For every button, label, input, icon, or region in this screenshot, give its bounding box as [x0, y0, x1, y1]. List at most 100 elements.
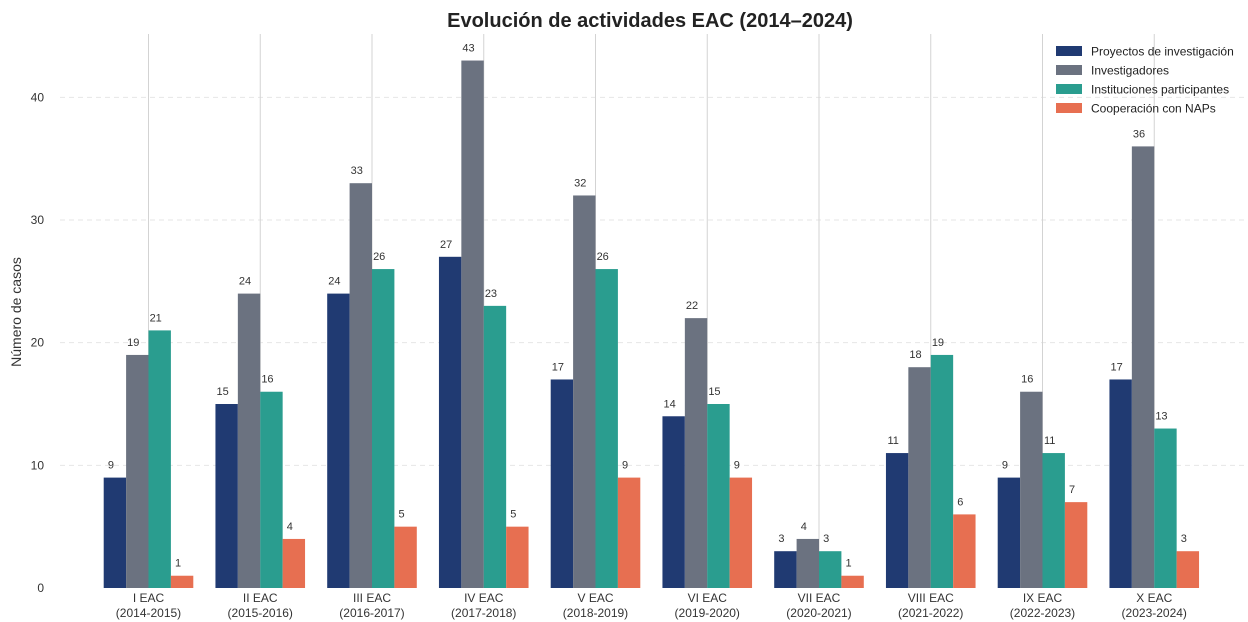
data-label: 1 [846, 558, 852, 570]
legend-label: Instituciones participantes [1091, 83, 1229, 97]
data-label: 14 [664, 398, 676, 410]
bar [997, 477, 1021, 588]
data-label: 4 [801, 521, 807, 533]
bar [327, 293, 350, 588]
bar [729, 477, 753, 588]
bar [126, 354, 149, 588]
data-label: 27 [440, 239, 452, 251]
x-tick-label: (2020-2021) [786, 606, 851, 620]
data-label: 9 [734, 460, 740, 472]
bar [1154, 428, 1177, 588]
bar [438, 256, 462, 588]
data-label: 24 [328, 276, 340, 288]
bar [617, 477, 641, 588]
data-label: 6 [957, 496, 963, 508]
y-tick-label: 20 [31, 336, 45, 350]
data-label: 3 [823, 533, 829, 545]
data-label: 5 [399, 509, 405, 521]
bar [282, 538, 306, 588]
data-label: 36 [1133, 128, 1145, 140]
x-tick-label: I EAC [133, 591, 165, 605]
bar [595, 269, 618, 588]
legend-swatch [1056, 65, 1082, 75]
x-tick-label: IX EAC [1023, 591, 1063, 605]
data-label: 22 [686, 300, 698, 312]
bar [237, 293, 261, 588]
bar [103, 477, 127, 588]
bar [506, 526, 529, 588]
x-tick-label: (2023-2024) [1122, 606, 1187, 620]
bar [885, 453, 909, 588]
x-tick-label: II EAC [243, 591, 278, 605]
data-label: 19 [127, 337, 139, 349]
data-label: 9 [108, 460, 114, 472]
data-label: 15 [708, 386, 720, 398]
data-label: 13 [1155, 411, 1167, 423]
data-label: 7 [1069, 484, 1075, 496]
y-tick-label: 30 [31, 213, 45, 227]
x-tick-label: VIII EAC [908, 591, 954, 605]
data-label: 11 [1044, 435, 1055, 447]
data-label: 18 [909, 349, 921, 361]
x-tick-label: (2014-2015) [116, 606, 181, 620]
data-label: 15 [217, 386, 229, 398]
bar [148, 330, 171, 588]
x-tick-label: (2016-2017) [339, 606, 404, 620]
data-label: 33 [351, 165, 363, 177]
bar [684, 318, 708, 588]
bar [841, 575, 864, 588]
x-tick-label: (2019-2020) [675, 606, 740, 620]
bar [372, 269, 395, 588]
chart-title: Evolución de actividades EAC (2014–2024) [447, 10, 853, 32]
data-label: 17 [552, 361, 564, 373]
bar [819, 551, 842, 588]
data-label: 1 [175, 558, 181, 570]
y-tick-labels: 0 10 20 30 40 [31, 90, 45, 595]
data-label: 4 [287, 521, 293, 533]
bar [573, 195, 596, 588]
bar [260, 391, 283, 588]
legend-swatch [1056, 103, 1082, 113]
y-tick-label: 40 [31, 90, 45, 104]
bar [908, 367, 931, 588]
legend-label: Cooperación con NAPs [1091, 102, 1216, 116]
data-label: 23 [485, 288, 497, 300]
data-label: 9 [1002, 460, 1008, 472]
legend-label: Proyectos de investigación [1091, 45, 1234, 59]
bar [796, 538, 819, 588]
bar [707, 404, 730, 588]
y-axis-label: Número de casos [8, 257, 24, 367]
data-label: 32 [574, 177, 586, 189]
y-tick-label: 10 [31, 458, 45, 472]
bar [215, 404, 238, 588]
bar [170, 575, 194, 588]
bar [1064, 502, 1088, 588]
bar [774, 551, 797, 588]
data-label: 3 [778, 533, 784, 545]
bar [662, 416, 685, 588]
x-tick-label: III EAC [353, 591, 391, 605]
data-label: 26 [597, 251, 609, 263]
legend-swatch [1056, 84, 1082, 94]
data-label: 5 [510, 509, 516, 521]
data-label: 17 [1111, 361, 1123, 373]
bar [1109, 379, 1132, 588]
bar [1176, 551, 1200, 588]
x-tick-label: (2015-2016) [228, 606, 293, 620]
bar [953, 514, 976, 588]
bar [394, 526, 417, 588]
x-tick-label: (2021-2022) [898, 606, 963, 620]
bar [1131, 146, 1155, 588]
legend: Proyectos de investigación Investigadores… [1056, 45, 1234, 116]
bar [930, 354, 954, 588]
data-label: 3 [1181, 533, 1187, 545]
x-tick-label: X EAC [1136, 591, 1172, 605]
x-tick-labels: I EAC(2014-2015) II EAC(2015-2016) III EAC… [116, 591, 1187, 620]
bar [1020, 391, 1043, 588]
data-label: 9 [622, 460, 628, 472]
data-label: 19 [932, 337, 944, 349]
data-label: 43 [462, 43, 474, 55]
x-tick-label: VI EAC [688, 591, 728, 605]
x-tick-label: (2022-2023) [1010, 606, 1075, 620]
